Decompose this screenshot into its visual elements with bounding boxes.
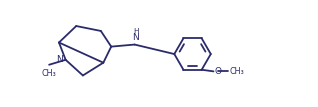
Text: N: N bbox=[56, 55, 63, 64]
Text: CH₃: CH₃ bbox=[229, 67, 244, 76]
Text: O: O bbox=[214, 67, 221, 76]
Text: H: H bbox=[133, 28, 139, 34]
Text: CH₃: CH₃ bbox=[41, 69, 56, 78]
Text: N: N bbox=[133, 33, 139, 42]
